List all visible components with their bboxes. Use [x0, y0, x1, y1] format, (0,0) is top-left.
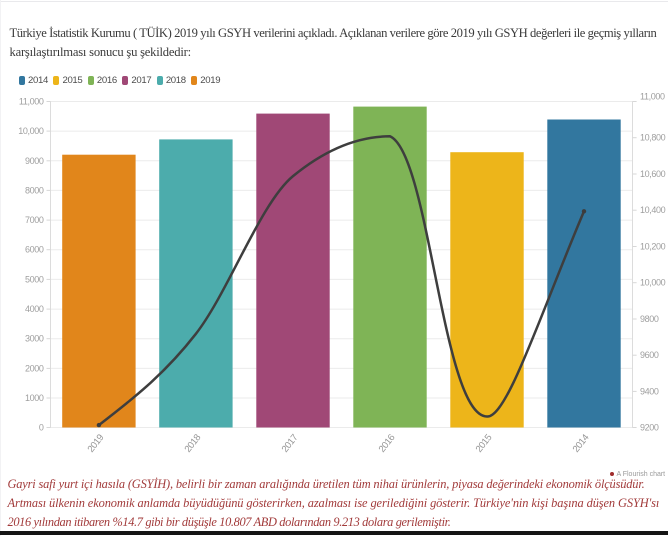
svg-text:2019: 2019 [86, 432, 107, 454]
svg-text:6000: 6000 [25, 245, 44, 255]
svg-text:7000: 7000 [25, 215, 44, 225]
svg-text:9200: 9200 [640, 423, 659, 433]
svg-text:3000: 3000 [25, 334, 44, 344]
svg-text:8000: 8000 [25, 185, 44, 195]
svg-text:10,800: 10,800 [640, 133, 666, 143]
svg-text:10,400: 10,400 [640, 205, 666, 215]
svg-text:1000: 1000 [25, 393, 44, 403]
svg-text:9400: 9400 [640, 386, 659, 396]
svg-text:10,200: 10,200 [640, 242, 666, 252]
svg-text:4000: 4000 [25, 304, 44, 314]
svg-text:9800: 9800 [640, 314, 659, 324]
svg-text:10,000: 10,000 [18, 126, 44, 136]
svg-text:9600: 9600 [640, 350, 659, 360]
svg-text:5000: 5000 [25, 274, 44, 284]
svg-text:11,000: 11,000 [19, 97, 44, 107]
svg-text:11,000: 11,000 [640, 92, 665, 102]
svg-text:2016: 2016 [377, 432, 398, 454]
svg-text:10,600: 10,600 [640, 169, 666, 179]
svg-text:0: 0 [39, 423, 44, 433]
svg-text:2015: 2015 [474, 432, 495, 454]
svg-text:10,000: 10,000 [640, 278, 666, 288]
svg-text:9000: 9000 [25, 156, 44, 166]
svg-text:2014: 2014 [571, 432, 592, 454]
svg-text:2018: 2018 [183, 432, 204, 454]
svg-text:2000: 2000 [25, 363, 44, 373]
svg-text:2017: 2017 [280, 432, 301, 454]
